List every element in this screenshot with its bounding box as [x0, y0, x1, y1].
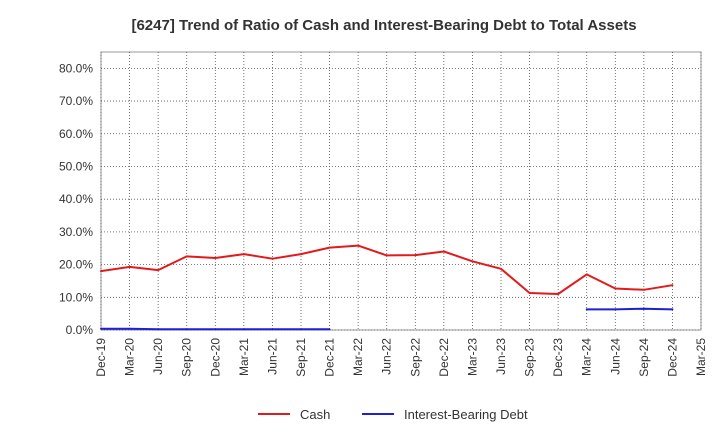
series-interest-bearing-debt [100, 307, 674, 331]
legend: Cash Interest-Bearing Debt [258, 407, 528, 422]
x-tick-label: Jun-22 [380, 338, 394, 375]
x-tick-label: Dec-20 [208, 338, 222, 377]
x-tick-label: Sep-22 [408, 338, 422, 377]
grid [100, 51, 702, 331]
x-tick-label: Sep-24 [637, 338, 651, 377]
series-line [100, 244, 673, 295]
chart-title: [6247] Trend of Ratio of Cash and Intere… [131, 17, 636, 34]
x-tick-label: Jun-21 [265, 338, 279, 375]
series-cash [100, 244, 674, 296]
x-tick-label: Mar-21 [237, 338, 251, 376]
x-tick-label: Mar-25 [694, 338, 708, 376]
x-tick-label: Jun-23 [494, 338, 508, 375]
x-tick-label: Mar-22 [351, 338, 365, 376]
y-tick-label: 20.0% [59, 258, 93, 272]
y-tick-label: 0.0% [66, 323, 94, 337]
x-tick-label: Dec-19 [94, 338, 108, 377]
y-tick-label: 50.0% [59, 159, 93, 173]
x-tick-label: Sep-21 [294, 338, 308, 377]
x-tick-label: Dec-23 [551, 338, 565, 377]
plot-frame [100, 51, 702, 331]
series-layer [100, 244, 674, 331]
y-tick-label: 30.0% [59, 225, 93, 239]
x-tick-label: Mar-24 [580, 338, 594, 376]
x-tick-label: Dec-22 [437, 338, 451, 377]
series-line [586, 307, 673, 311]
legend-label: Interest-Bearing Debt [404, 407, 528, 422]
x-tick-label: Sep-20 [180, 338, 194, 377]
x-tick-label: Dec-24 [665, 338, 679, 377]
x-tick-label: Jun-24 [608, 338, 622, 375]
x-tick-label: Dec-21 [323, 338, 337, 377]
y-tick-label: 60.0% [59, 127, 93, 141]
series-line [101, 327, 330, 331]
x-tick-label: Mar-23 [465, 338, 479, 376]
y-tick-label: 10.0% [59, 290, 93, 304]
x-tick-label: Mar-20 [123, 338, 137, 376]
legend-label: Cash [300, 407, 330, 422]
y-tick-label: 40.0% [59, 192, 93, 206]
x-tick-label: Jun-20 [151, 338, 165, 375]
y-tick-label: 70.0% [59, 94, 93, 108]
axes: 0.0% 10.0% 20.0% 30.0% 40.0% 50.0% 60.0% 70.0% 8… [59, 61, 708, 376]
x-tick-label: Sep-23 [523, 338, 537, 377]
y-tick-label: 80.0% [59, 61, 93, 75]
